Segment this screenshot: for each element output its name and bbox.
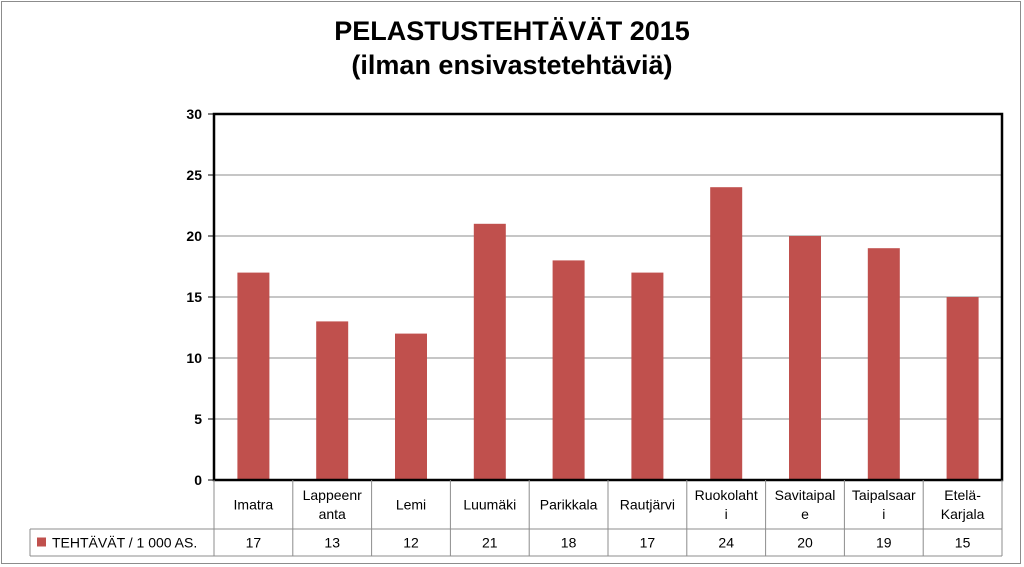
bar: [552, 260, 585, 480]
bar: [946, 297, 979, 480]
y-tick-label: 30: [186, 106, 202, 122]
data-label: 19: [876, 535, 892, 551]
y-tick-label: 10: [186, 350, 202, 366]
bar: [395, 333, 427, 480]
y-tick-label: 15: [186, 289, 202, 305]
data-label: 24: [718, 535, 734, 551]
y-tick-label: 25: [186, 167, 202, 183]
data-label: 15: [955, 535, 971, 551]
bar: [710, 187, 743, 480]
chart-title: PELASTUSTEHTÄVÄT 2015: [334, 16, 690, 46]
x-category-label: Lemi: [396, 497, 426, 513]
bar: [867, 248, 900, 480]
y-tick-label: 20: [186, 228, 202, 244]
chart-title-block: PELASTUSTEHTÄVÄT 2015 (ilman ensivastete…: [0, 14, 1024, 82]
x-category-label: Etelä-: [944, 487, 981, 503]
data-label: 20: [797, 535, 813, 551]
bars: [237, 187, 979, 481]
x-category-label: Rautjärvi: [620, 497, 675, 513]
x-category-label: Imatra: [234, 497, 274, 513]
x-category-label: Taipalsaar: [852, 487, 916, 503]
x-category-label: Savitaipal: [775, 487, 836, 503]
bar: [316, 321, 349, 480]
chart-subtitle: (ilman ensivastetehtäviä): [351, 50, 673, 80]
x-category-label: i: [882, 506, 885, 522]
data-label: 12: [403, 535, 419, 551]
data-label: 13: [324, 535, 340, 551]
data-label: 21: [482, 535, 498, 551]
y-tick-label: 5: [194, 411, 202, 427]
y-tick-label: 0: [194, 472, 202, 488]
x-category-label: Karjala: [941, 506, 985, 522]
x-category-label: Ruokolaht: [695, 487, 758, 503]
y-axis-ticks: 0 5 10 15 20 25 30: [186, 106, 214, 488]
bar: [237, 272, 270, 480]
bar: [789, 236, 821, 480]
x-category-label: i: [725, 506, 728, 522]
data-label: 17: [640, 535, 656, 551]
x-category-label: e: [801, 506, 809, 522]
legend-series-name: TEHTÄVÄT / 1 000 AS.: [52, 535, 197, 551]
legend-swatch: [37, 537, 46, 547]
data-label: 17: [246, 535, 262, 551]
data-label: 18: [561, 535, 577, 551]
x-category-label: Luumäki: [463, 497, 516, 513]
x-category-label: Parikkala: [540, 497, 598, 513]
x-category-label: Lappeenr: [303, 487, 363, 503]
bar: [473, 223, 506, 481]
x-category-label: anta: [319, 506, 346, 522]
bar: [631, 272, 664, 480]
data-table: Imatra Lappeenr anta Lemi Luumäki Parikkala Ra…: [29, 480, 1003, 557]
